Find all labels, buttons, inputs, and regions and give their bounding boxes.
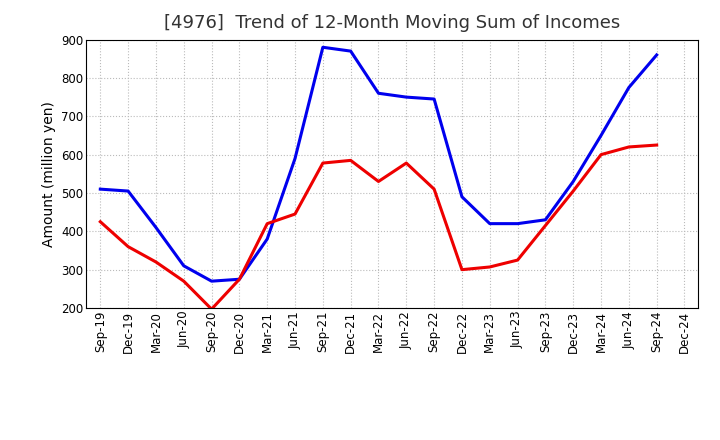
Net Income (124, 244, 132, 249)
Ordinary Income (152, 225, 161, 230)
Ordinary Income (430, 96, 438, 102)
Ordinary Income (652, 52, 661, 58)
Ordinary Income (597, 133, 606, 138)
Ordinary Income (541, 217, 550, 223)
Ordinary Income (513, 221, 522, 226)
Y-axis label: Amount (million yen): Amount (million yen) (42, 101, 56, 247)
Ordinary Income (291, 156, 300, 161)
Net Income (96, 219, 104, 224)
Ordinary Income (96, 187, 104, 192)
Ordinary Income (318, 44, 327, 50)
Net Income (458, 267, 467, 272)
Line: Net Income: Net Income (100, 145, 657, 309)
Ordinary Income (263, 236, 271, 242)
Ordinary Income (569, 179, 577, 184)
Net Income (652, 143, 661, 148)
Net Income (346, 158, 355, 163)
Net Income (179, 279, 188, 284)
Net Income (541, 223, 550, 228)
Net Income (263, 221, 271, 226)
Title: [4976]  Trend of 12-Month Moving Sum of Incomes: [4976] Trend of 12-Month Moving Sum of I… (164, 15, 621, 33)
Net Income (402, 161, 410, 166)
Ordinary Income (124, 188, 132, 194)
Ordinary Income (458, 194, 467, 199)
Net Income (207, 307, 216, 312)
Net Income (569, 188, 577, 194)
Net Income (597, 152, 606, 157)
Ordinary Income (179, 263, 188, 268)
Net Income (374, 179, 383, 184)
Net Income (485, 264, 494, 270)
Net Income (430, 187, 438, 192)
Ordinary Income (374, 91, 383, 96)
Ordinary Income (402, 95, 410, 100)
Ordinary Income (235, 277, 243, 282)
Net Income (235, 277, 243, 282)
Line: Ordinary Income: Ordinary Income (100, 47, 657, 281)
Net Income (318, 161, 327, 166)
Ordinary Income (624, 85, 633, 90)
Ordinary Income (207, 279, 216, 284)
Net Income (291, 211, 300, 216)
Net Income (513, 257, 522, 263)
Ordinary Income (485, 221, 494, 226)
Net Income (624, 144, 633, 150)
Ordinary Income (346, 48, 355, 54)
Net Income (152, 259, 161, 264)
